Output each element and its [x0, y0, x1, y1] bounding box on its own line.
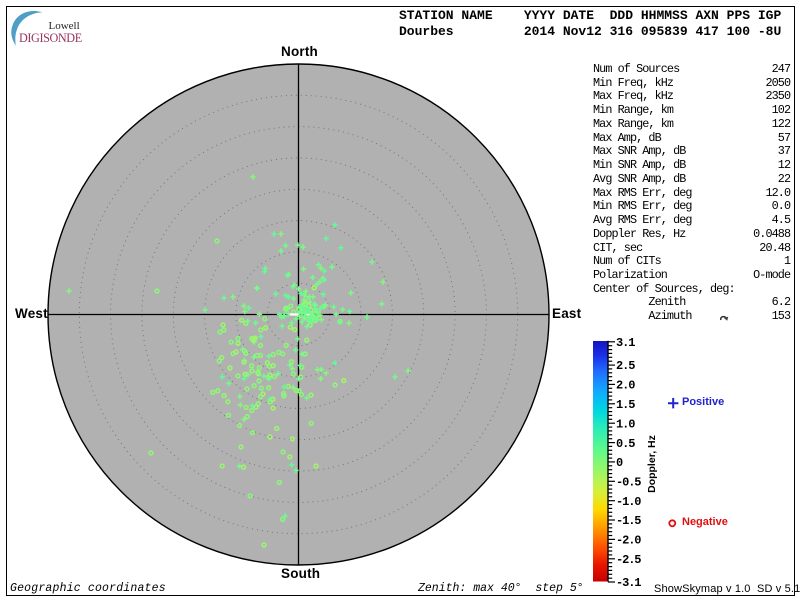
svg-text:Doppler, Hz: Doppler, Hz — [646, 435, 658, 493]
svg-text:-2.0: -2.0 — [616, 534, 641, 548]
svg-text:3.1: 3.1 — [616, 336, 635, 350]
svg-text:1.5: 1.5 — [616, 398, 635, 412]
svg-text:1.0: 1.0 — [616, 417, 635, 431]
svg-text:2.5: 2.5 — [616, 359, 635, 373]
svg-text:0.5: 0.5 — [616, 437, 635, 451]
svg-text:2.0: 2.0 — [616, 379, 635, 393]
svg-text:-0.5: -0.5 — [616, 476, 641, 490]
svg-text:-1.5: -1.5 — [616, 514, 641, 528]
svg-text:-1.0: -1.0 — [616, 495, 641, 509]
svg-text:0: 0 — [616, 456, 623, 470]
svg-text:-2.5: -2.5 — [616, 553, 641, 567]
svg-text:-3.1: -3.1 — [616, 576, 641, 590]
